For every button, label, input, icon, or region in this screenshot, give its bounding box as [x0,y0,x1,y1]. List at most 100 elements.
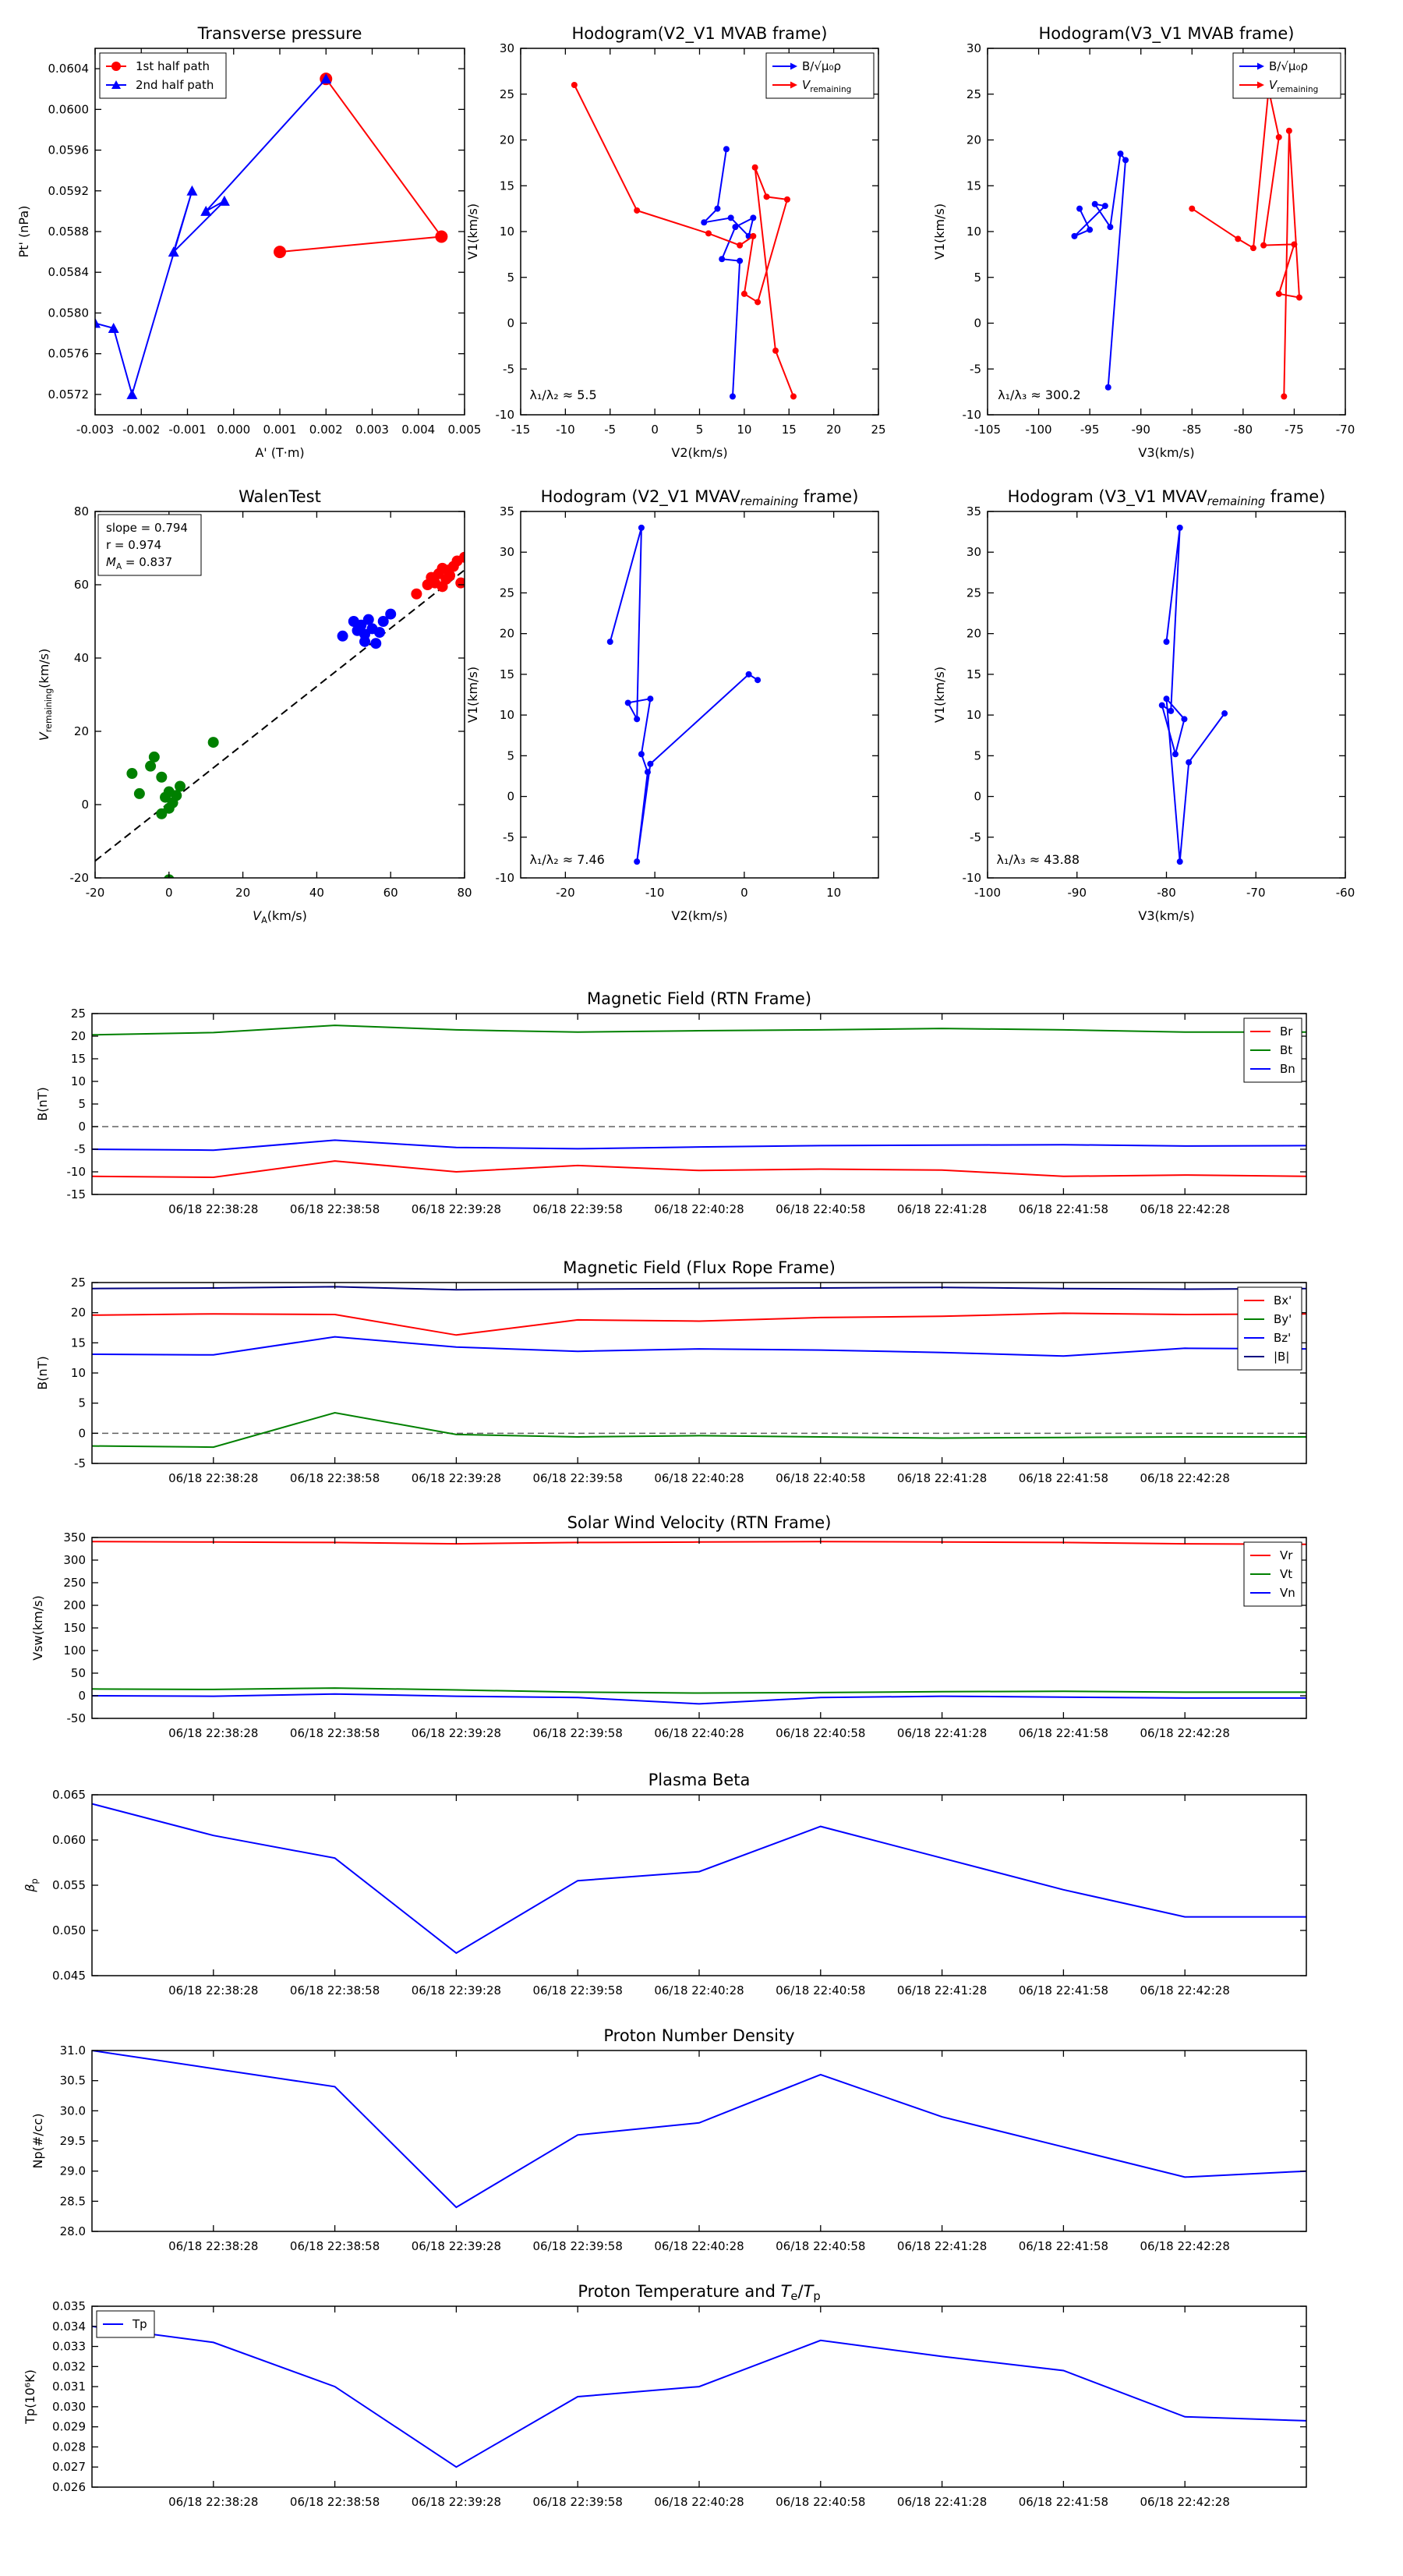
circle-marker [701,219,708,226]
y-tick-label: -10 [67,1165,87,1179]
y-tick-label: 5 [507,748,514,763]
x-tick-label: -15 [511,423,531,437]
circle-marker [1186,759,1193,766]
legend-item: Br [1250,1024,1293,1039]
y-tick-label: 0.0576 [48,347,90,361]
y-tick-label: 30 [967,41,981,55]
triangle-marker [186,185,198,196]
plot-area [92,1795,1306,1976]
y-tick-label: 0.050 [52,1923,86,1937]
x-tick-label: 0.005 [448,423,482,437]
legend-box [1237,1286,1302,1371]
triangle-marker [108,323,119,334]
series-vn [92,1693,1306,1705]
x-axis-label: VA(km/s) [253,908,307,925]
circle-marker [1076,205,1083,212]
chart-title: Hodogram (V2_V1 MVAVremaining frame) [541,487,859,508]
chart-title: Hodogram (V3_V1 MVAVremaining frame) [1008,487,1326,508]
circle-marker [1235,235,1242,242]
y-tick-label: 0.045 [52,1969,86,1983]
y-tick-label: 31.0 [60,2043,86,2058]
y-tick-label: 0.0604 [48,62,90,76]
circle-marker [772,347,779,354]
circle-marker [1189,205,1196,212]
circle-marker [647,695,654,702]
x-tick-label: 10 [826,886,841,900]
y-axis-label: V1(km/s) [465,667,480,723]
y-tick-label: 30 [500,545,514,559]
circle-marker [714,205,721,212]
x-tick-label: -10 [556,423,575,437]
x-tick-label: 06/18 22:41:58 [1019,1202,1108,1216]
plot-area [521,511,878,878]
circle-marker [750,214,757,221]
lambda-ratio-annotation: λ₁/λ₃ ≈ 43.88 [996,852,1080,867]
y-tick-label: 30.0 [60,2104,86,2118]
x-tick-label: 60 [383,886,398,900]
x-tick-label: 06/18 22:38:58 [290,1983,380,1997]
legend-item: Vn [1250,1586,1295,1600]
x-tick-label: -90 [1068,886,1087,900]
y-tick-label: 80 [74,504,89,518]
circle-marker [763,193,770,200]
legend-label: Vt [1280,1567,1292,1581]
y-tick-label: 0.030 [52,2400,86,2414]
circle-marker [1087,226,1094,233]
triangle-marker [200,205,212,216]
y-tick-label: 20 [967,627,981,641]
x-tick-label: 06/18 22:39:58 [533,1983,623,1997]
y-tick-label: 0.034 [52,2319,86,2334]
chart-plasma-beta: 06/18 22:38:28 06/18 22:38:58 06/18 22:39:… [23,1771,1307,1997]
x-tick-label: 0 [740,886,748,900]
circle-marker [274,246,286,259]
y-axis-label: βp [23,1878,40,1892]
circle-marker [385,608,397,620]
circle-marker [1285,127,1292,134]
stats-line: slope = 0.794 [106,521,188,535]
y-tick-label: -5 [970,362,981,376]
series-inbound-points [126,737,219,878]
y-tick-label: 0.0592 [48,184,90,198]
y-axis-label: B(nT) [35,1356,50,1389]
chart-title: WalenTest [239,487,321,506]
y-axis-label: Vsw(km/s) [30,1595,45,1660]
x-tick-label: 06/18 22:40:58 [776,1726,865,1740]
y-axis-label: Tp(10⁶K) [23,2369,37,2425]
circle-marker [705,230,712,237]
circle-marker [1107,224,1114,231]
circle-marker [737,242,744,249]
y-axis-label: B(nT) [35,1087,50,1120]
x-tick-label: 06/18 22:39:58 [533,1202,623,1216]
y-tick-label: 5 [974,748,981,763]
circle-marker [1295,294,1302,301]
triangle-marker [320,73,332,84]
x-tick-label: 06/18 22:40:28 [654,2495,744,2509]
x-tick-label: 80 [457,886,472,900]
y-tick-label: -5 [503,362,514,376]
circle-marker [1221,710,1228,717]
y-tick-label: 40 [74,651,89,665]
x-tick-label: 10 [737,423,751,437]
circle-marker [133,787,145,799]
series-line [92,1687,1306,1694]
circle-marker [359,635,371,647]
chart-title: Plasma Beta [648,1771,751,1789]
circle-marker [370,638,382,649]
y-tick-label: -50 [67,1711,87,1725]
circle-marker [638,524,645,531]
y-tick-label: 25 [71,1007,86,1021]
stats-line: MA = 0.837 [106,555,172,571]
x-tick-label: 06/18 22:41:28 [897,1726,987,1740]
legend-arrow-head [790,81,797,89]
circle-marker [337,630,348,642]
circle-marker [148,751,160,763]
chart-hodogram-v3v1-mvav: -100 -90 -80 -70 -60 -10 -5 0 5 10 15 20 25 30 35 Hodog… [932,487,1355,923]
y-tick-label: 25 [500,586,514,600]
triangle-marker [168,246,179,257]
x-tick-label: 06/18 22:40:28 [654,1726,744,1740]
series-b-alfven [606,524,762,865]
legend-label: Bx' [1274,1293,1292,1307]
x-tick-label: 06/18 22:38:28 [168,2495,258,2509]
x-tick-label: -0.002 [122,423,160,437]
axes-frame [520,511,879,879]
